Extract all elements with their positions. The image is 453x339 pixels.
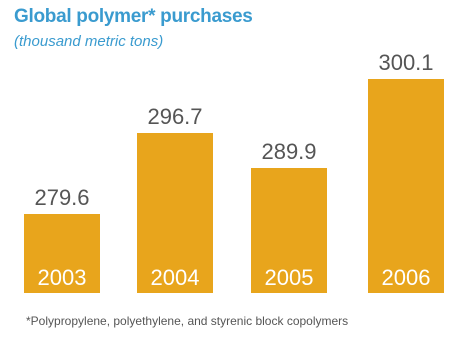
category-label-2004: 2004: [151, 265, 200, 290]
chart-title: Global polymer* purchases: [14, 6, 253, 27]
bar-2006: [368, 79, 444, 293]
category-label-2006: 2006: [382, 265, 431, 290]
bar-2005: [251, 168, 327, 293]
bar-2004: [137, 133, 213, 293]
category-label-2003: 2003: [38, 265, 87, 290]
value-label-2005: 289.9: [261, 139, 316, 164]
value-label-2006: 300.1: [378, 50, 433, 75]
value-label-2004: 296.7: [147, 104, 202, 129]
chart-subtitle: (thousand metric tons): [14, 33, 164, 50]
chart-footnote: *Polypropylene, polyethylene, and styren…: [26, 314, 349, 328]
value-label-2003: 279.6: [34, 185, 89, 210]
category-label-2005: 2005: [265, 265, 314, 290]
bar-2003: [24, 214, 100, 293]
